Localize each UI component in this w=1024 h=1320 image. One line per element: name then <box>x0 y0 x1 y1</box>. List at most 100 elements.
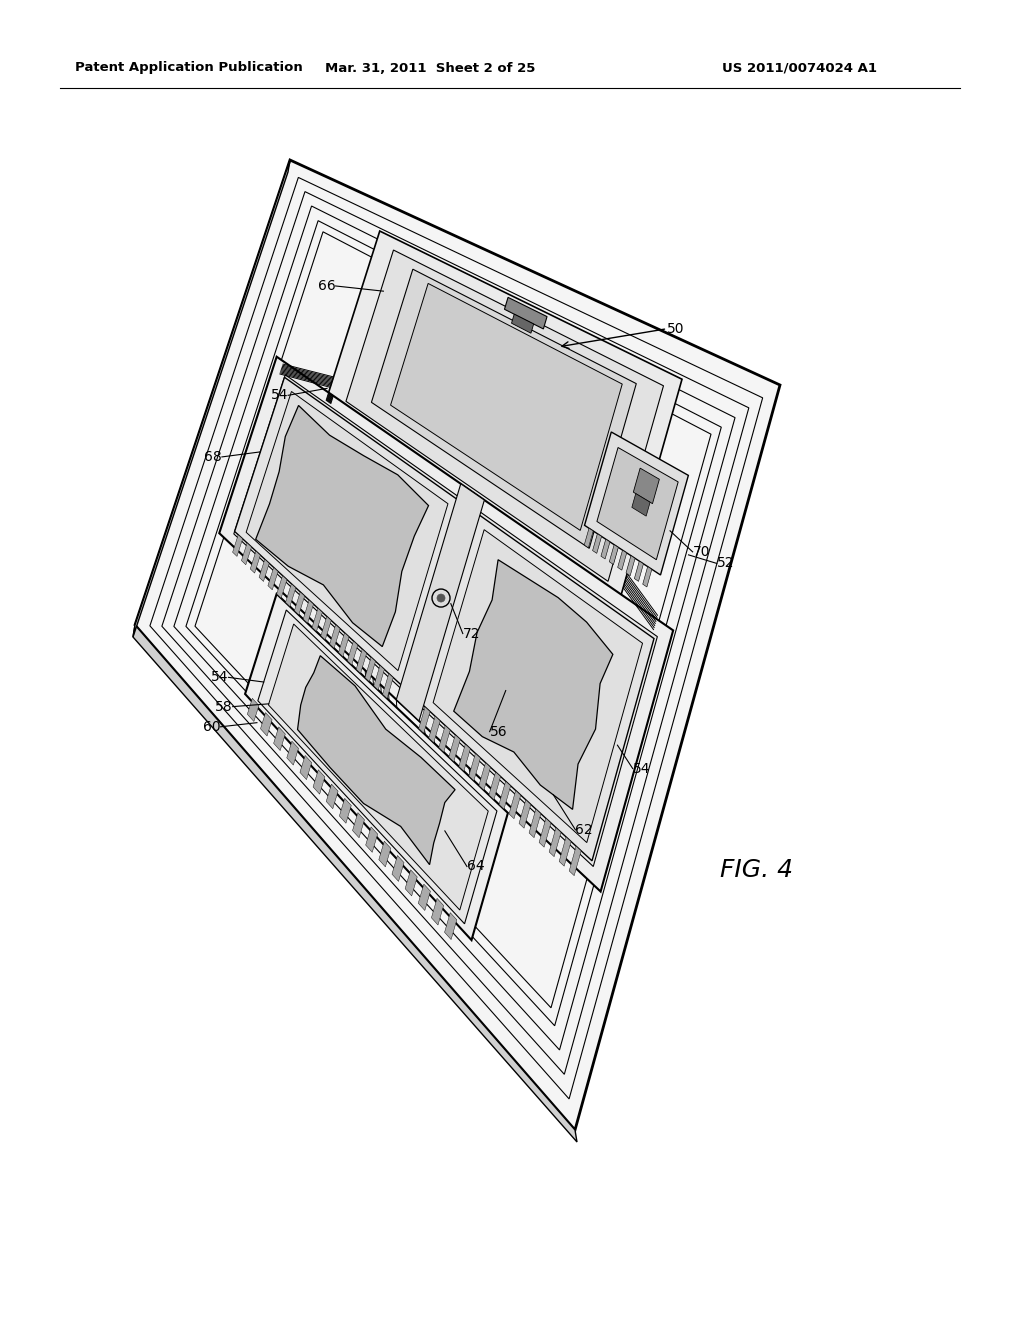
Polygon shape <box>326 231 682 609</box>
Polygon shape <box>313 770 325 795</box>
Polygon shape <box>374 665 384 690</box>
Polygon shape <box>505 297 547 329</box>
Polygon shape <box>234 378 459 686</box>
Polygon shape <box>256 405 428 647</box>
Polygon shape <box>245 594 508 940</box>
Polygon shape <box>383 673 393 698</box>
Polygon shape <box>312 609 323 631</box>
Text: 64: 64 <box>467 859 484 874</box>
Polygon shape <box>593 533 601 553</box>
Polygon shape <box>469 754 480 780</box>
Text: 52: 52 <box>717 557 734 570</box>
Polygon shape <box>569 846 582 875</box>
Polygon shape <box>135 160 780 1130</box>
Polygon shape <box>250 550 260 573</box>
Polygon shape <box>259 560 269 582</box>
Text: 72: 72 <box>463 627 480 640</box>
Polygon shape <box>379 841 391 867</box>
Polygon shape <box>396 484 484 721</box>
Polygon shape <box>392 855 404 882</box>
Text: 54: 54 <box>211 671 228 684</box>
Polygon shape <box>347 642 357 665</box>
Polygon shape <box>539 818 551 847</box>
Polygon shape <box>449 735 461 762</box>
Polygon shape <box>232 535 243 557</box>
Polygon shape <box>499 781 511 809</box>
Polygon shape <box>294 591 305 615</box>
Polygon shape <box>268 568 279 590</box>
Polygon shape <box>643 566 652 587</box>
Polygon shape <box>585 528 593 548</box>
Polygon shape <box>233 375 657 866</box>
Polygon shape <box>406 870 417 896</box>
Polygon shape <box>609 545 618 565</box>
Polygon shape <box>339 632 349 656</box>
Polygon shape <box>633 469 659 504</box>
Polygon shape <box>339 799 351 824</box>
Polygon shape <box>258 610 497 924</box>
Polygon shape <box>300 755 311 780</box>
Polygon shape <box>632 494 650 516</box>
Polygon shape <box>597 447 678 560</box>
Text: 62: 62 <box>575 822 593 837</box>
Polygon shape <box>390 284 623 531</box>
Polygon shape <box>509 791 521 818</box>
Polygon shape <box>133 624 577 1142</box>
Polygon shape <box>321 616 331 640</box>
Text: 70: 70 <box>692 545 710 558</box>
Polygon shape <box>246 392 447 671</box>
Polygon shape <box>372 269 636 548</box>
Polygon shape <box>421 513 654 861</box>
Text: 68: 68 <box>204 450 222 463</box>
Polygon shape <box>242 543 252 565</box>
Polygon shape <box>585 432 688 576</box>
Text: US 2011/0074024 A1: US 2011/0074024 A1 <box>723 62 878 74</box>
Text: 58: 58 <box>215 700 232 714</box>
Text: 54: 54 <box>633 762 650 776</box>
Polygon shape <box>617 550 627 570</box>
Polygon shape <box>330 624 340 648</box>
Polygon shape <box>365 657 376 681</box>
Polygon shape <box>286 583 296 607</box>
Text: Mar. 31, 2011  Sheet 2 of 25: Mar. 31, 2011 Sheet 2 of 25 <box>325 62 536 74</box>
Text: 60: 60 <box>203 719 220 734</box>
Polygon shape <box>268 624 488 909</box>
Polygon shape <box>444 912 457 940</box>
Polygon shape <box>634 561 643 581</box>
Text: Patent Application Publication: Patent Application Publication <box>75 62 303 74</box>
Polygon shape <box>433 529 642 842</box>
Polygon shape <box>479 763 490 791</box>
Polygon shape <box>429 717 440 743</box>
Polygon shape <box>346 249 664 581</box>
Polygon shape <box>459 744 470 771</box>
Text: FIG. 4: FIG. 4 <box>720 858 793 882</box>
Polygon shape <box>276 576 287 598</box>
Polygon shape <box>488 772 501 800</box>
Text: 50: 50 <box>668 322 685 335</box>
Polygon shape <box>352 813 365 838</box>
Polygon shape <box>438 726 451 752</box>
Polygon shape <box>419 708 430 733</box>
Text: 56: 56 <box>489 725 507 739</box>
Polygon shape <box>431 899 443 925</box>
Polygon shape <box>626 556 635 576</box>
Polygon shape <box>248 698 259 722</box>
Polygon shape <box>519 800 530 828</box>
Polygon shape <box>512 314 534 333</box>
Polygon shape <box>287 741 299 766</box>
Polygon shape <box>418 884 430 911</box>
Polygon shape <box>529 809 541 838</box>
Polygon shape <box>601 539 610 558</box>
Circle shape <box>437 594 445 602</box>
Polygon shape <box>356 649 367 673</box>
Polygon shape <box>273 727 286 751</box>
Polygon shape <box>133 160 290 638</box>
Text: 54: 54 <box>270 388 288 403</box>
Text: 66: 66 <box>317 279 336 293</box>
Polygon shape <box>454 560 612 809</box>
Polygon shape <box>260 713 272 737</box>
Polygon shape <box>559 837 571 866</box>
Polygon shape <box>549 828 561 857</box>
Polygon shape <box>219 356 673 891</box>
Polygon shape <box>298 656 455 865</box>
